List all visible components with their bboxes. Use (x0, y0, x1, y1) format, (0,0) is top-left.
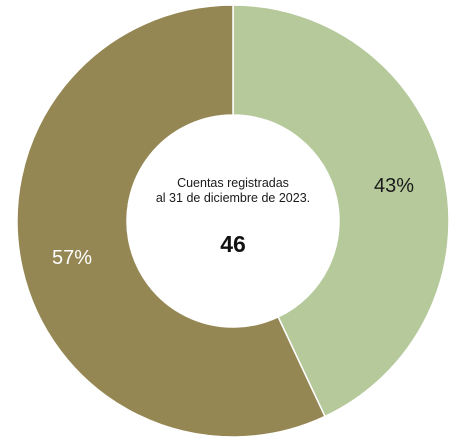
donut-slice-2 (16, 4, 326, 438)
center-caption: Cuentas registradas al 31 de diciembre d… (126, 176, 340, 206)
center-caption-line-1: Cuentas registradas (177, 176, 289, 190)
slice-label-1: 43% (374, 175, 414, 197)
center-total-value: 46 (220, 231, 246, 257)
slice-label-2: 57% (52, 247, 92, 269)
center-caption-line-2: al 31 de diciembre de 2023. (155, 191, 311, 205)
slice-labels: 43% 57% (52, 175, 414, 269)
donut-slice-1 (232, 4, 450, 418)
donut-slices (16, 4, 450, 438)
